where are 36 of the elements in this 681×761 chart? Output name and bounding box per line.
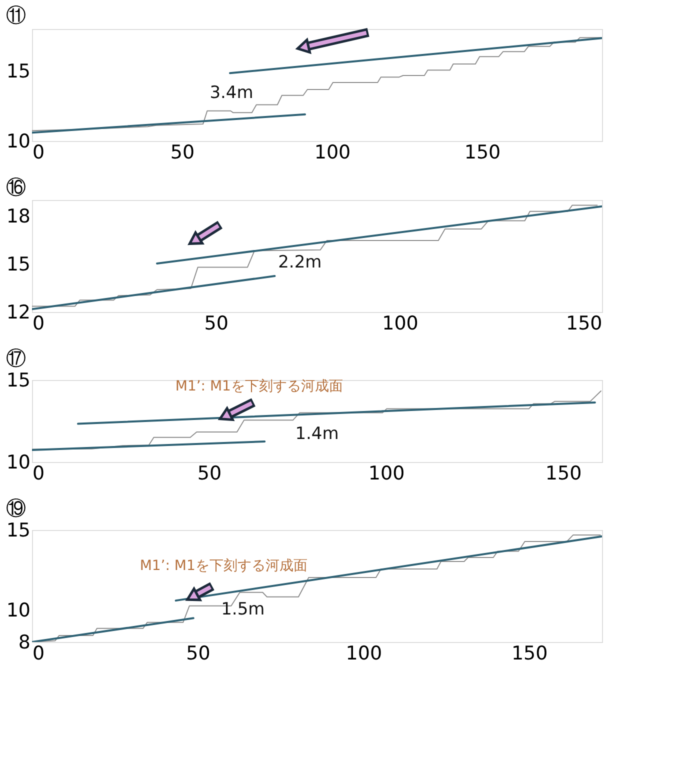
y-tick-label: 8 <box>18 632 30 654</box>
y-tick-label: 18 <box>6 206 30 228</box>
x-tick-label: 150 <box>511 642 548 664</box>
x-tick-label: 0 <box>32 642 45 664</box>
y-tick-label: 10 <box>6 600 30 622</box>
y-tick-label: 10 <box>6 130 30 152</box>
chart-title: ⑯ <box>6 175 26 199</box>
x-tick-label: 150 <box>545 462 582 484</box>
annotation: 1.5m <box>221 600 265 620</box>
x-tick-label: 50 <box>170 142 195 164</box>
x-tick-label: 100 <box>314 142 351 164</box>
x-tick-label: 150 <box>566 312 602 334</box>
x-tick-label: 100 <box>346 642 382 664</box>
annotation: 1.4m <box>295 424 339 444</box>
annotation: M1’: M1を下刻する河成面 <box>175 378 343 395</box>
y-tick-label: 15 <box>6 254 30 276</box>
x-tick-label: 0 <box>32 142 45 164</box>
x-tick-label: 100 <box>368 462 405 484</box>
x-tick-label: 50 <box>186 642 210 664</box>
y-tick-label: 15 <box>6 520 30 542</box>
y-tick-label: 15 <box>6 370 30 392</box>
x-tick-label: 150 <box>464 142 501 164</box>
annotation: M1’: M1を下刻する河成面 <box>140 558 308 574</box>
x-tick-label: 0 <box>32 312 45 334</box>
x-tick-label: 50 <box>197 462 222 484</box>
y-tick-label: 12 <box>6 302 30 324</box>
annotation: 3.4m <box>210 82 254 103</box>
x-tick-label: 50 <box>204 312 228 334</box>
y-tick-label: 15 <box>6 60 30 82</box>
x-tick-label: 0 <box>32 462 45 484</box>
chart-title: ⑪ <box>6 2 26 27</box>
chart-title: ⑲ <box>6 496 26 520</box>
chart-title: ⑰ <box>6 346 26 370</box>
annotation: 2.2m <box>278 252 322 273</box>
y-tick-label: 10 <box>6 452 30 474</box>
x-tick-label: 100 <box>382 312 418 334</box>
